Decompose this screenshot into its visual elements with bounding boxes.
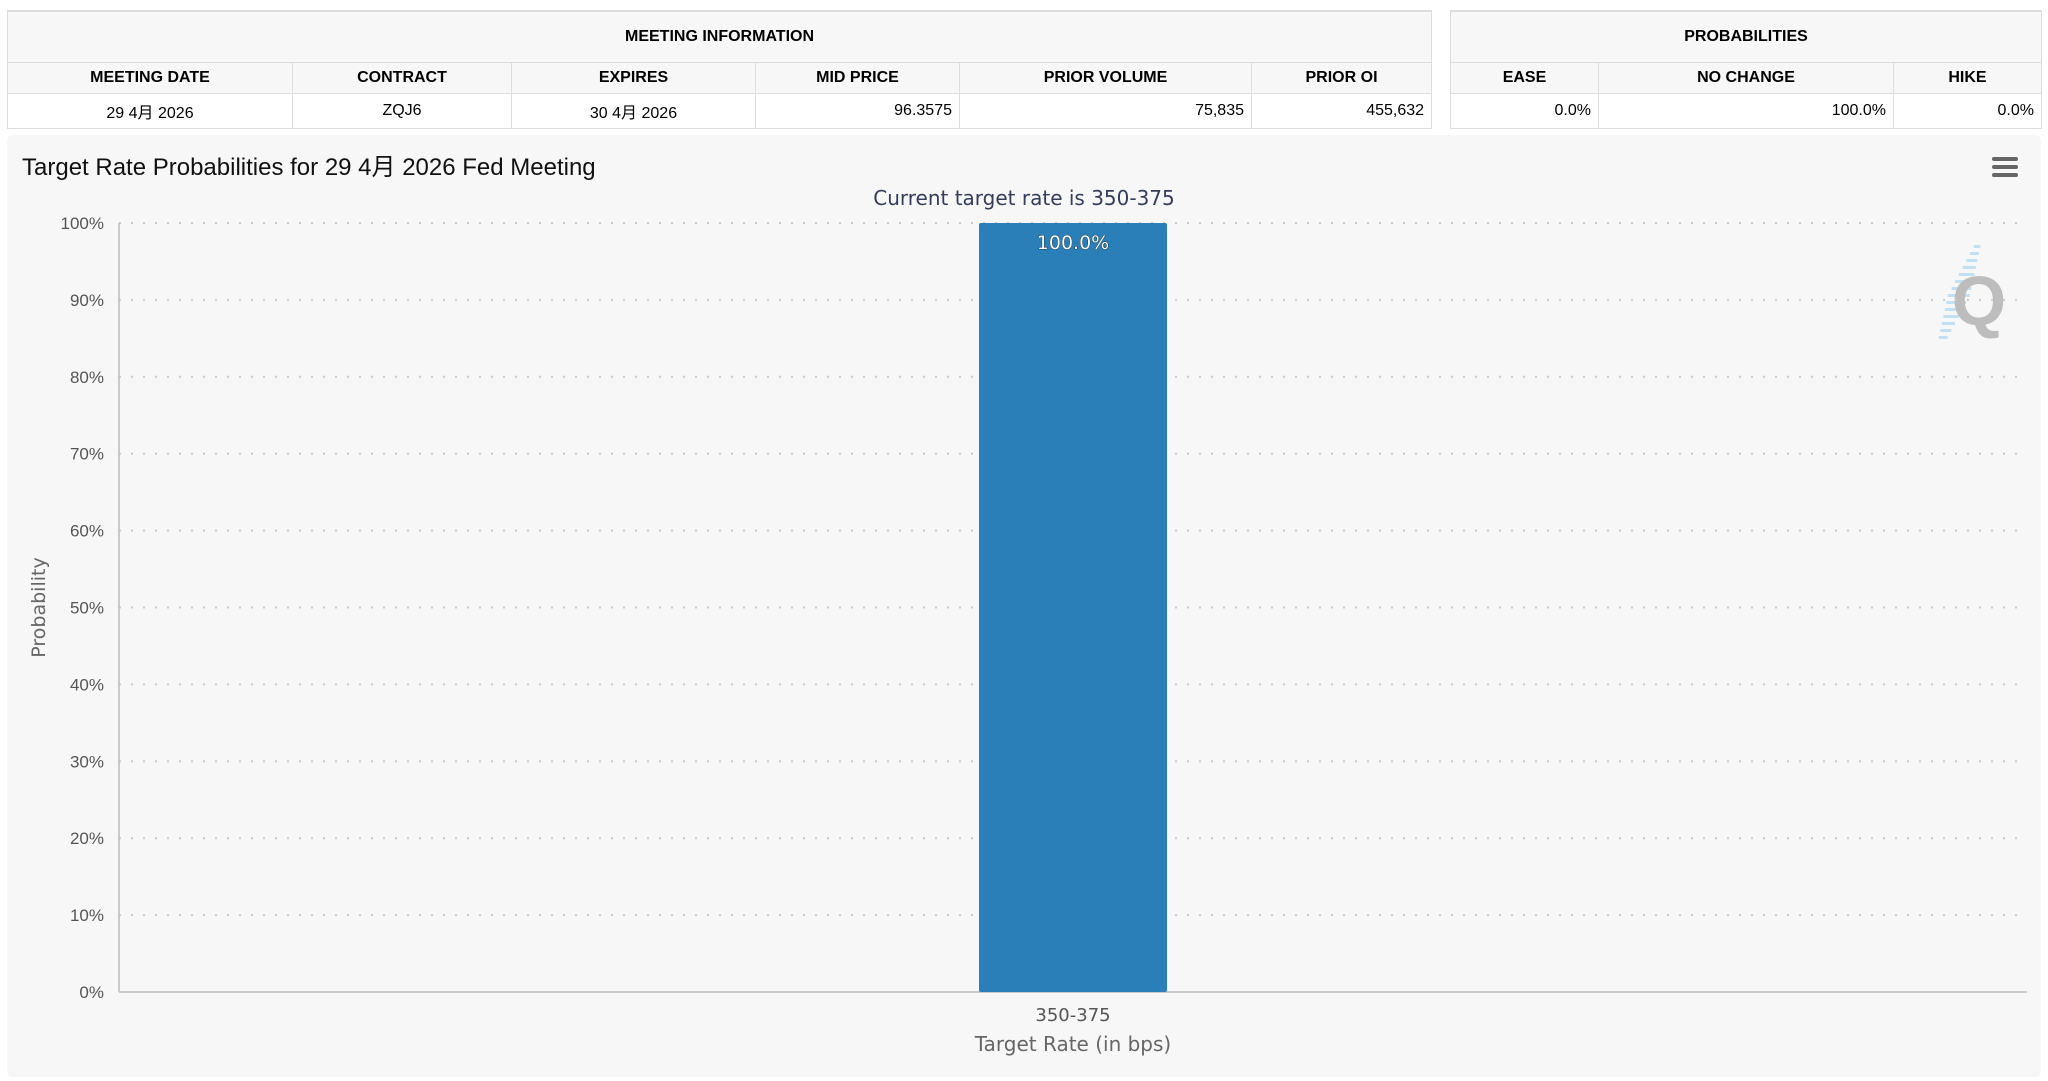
probabilities-header: PROBABILITIES [1450, 10, 2042, 63]
col-prior-volume: PRIOR VOLUME [959, 62, 1252, 94]
y-tick-label: 10% [70, 906, 104, 925]
chart-panel: Target Rate Probabilities for 29 4月 2026… [7, 135, 2041, 1077]
y-tick-label: 80% [70, 368, 104, 387]
ease-probability: 0.0% [1450, 93, 1599, 129]
col-expires: EXPIRES [511, 62, 756, 94]
y-tick-label: 20% [70, 829, 104, 848]
hike-probability: 0.0% [1893, 93, 2042, 129]
mid-price: 96.3575 [755, 93, 960, 129]
y-tick-label: 70% [70, 445, 104, 464]
y-tick-label: 0% [79, 983, 104, 1002]
col-meeting-date: MEETING DATE [7, 62, 293, 94]
probabilities-table: PROBABILITIES EASE NO CHANGE HIKE 0.0% 1… [1450, 10, 2042, 129]
bar-chart: Q Current target rate is 350-375 0% 10% 20% 3… [28, 186, 2027, 1056]
meeting-date: 29 4月 2026 [7, 93, 293, 129]
chart-subtitle: Current target rate is 350-375 [873, 186, 1175, 210]
bar [979, 223, 1167, 992]
watermark-q: Q [1952, 262, 2006, 340]
y-tick-label: 100% [61, 214, 104, 233]
data-label: 100.0% [1037, 232, 1109, 254]
y-tick-label: 30% [70, 752, 104, 771]
col-ease: EASE [1450, 62, 1599, 94]
col-hike: HIKE [1893, 62, 2042, 94]
table-row: 29 4月 2026 ZQJ6 30 4月 2026 96.3575 75,83… [7, 93, 1433, 129]
y-tick-label: 60% [70, 522, 104, 541]
chart-title: Target Rate Probabilities for 29 4月 2026… [22, 154, 596, 181]
hamburger-menu-icon[interactable] [1992, 157, 2018, 179]
watermark-logo [1938, 245, 1981, 339]
prior-oi: 455,632 [1250, 93, 1433, 129]
expires: 30 4月 2026 [511, 93, 756, 129]
no-change-probability: 100.0% [1598, 93, 1894, 129]
col-contract: CONTRACT [292, 62, 512, 94]
x-tick-label: 350-375 [1035, 1005, 1110, 1026]
y-tick-label: 90% [70, 291, 104, 310]
col-mid-price: MID PRICE [755, 62, 960, 94]
prior-volume: 75,835 [959, 93, 1252, 129]
col-prior-oi: PRIOR OI [1250, 62, 1433, 94]
col-no-change: NO CHANGE [1598, 62, 1894, 94]
y-tick-label: 50% [70, 599, 104, 618]
contract: ZQJ6 [292, 93, 512, 129]
meeting-information-header: MEETING INFORMATION [6, 10, 1433, 63]
table-row: 0.0% 100.0% 0.0% [1450, 93, 2042, 129]
meeting-information-table: MEETING INFORMATION MEETING DATE CONTRAC… [6, 10, 1433, 129]
y-tick-label: 40% [70, 675, 104, 694]
x-axis-title: Target Rate (in bps) [974, 1032, 1171, 1056]
y-axis-title: Probability [28, 557, 50, 657]
